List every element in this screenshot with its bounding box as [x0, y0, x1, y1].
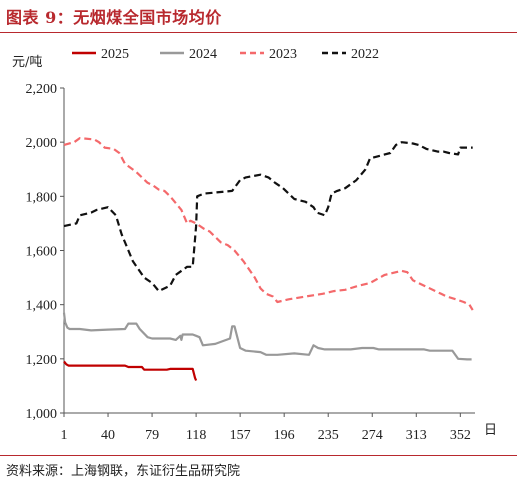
chart-axes: 1,000 1,200 1,400 1,600 1,800 2,000 2,200 1 40 79… — [12, 55, 497, 443]
x-axis-unit-label: 日 — [484, 423, 497, 438]
legend-label-2025: 2025 — [101, 47, 129, 62]
x-tick-label: 40 — [101, 428, 115, 443]
figure-title: 图表 9：无烟煤全国市场均价 — [6, 8, 222, 27]
y-tick-label: 1,400 — [26, 299, 58, 314]
x-tick-label: 118 — [186, 428, 206, 443]
x-tick-label: 1 — [61, 428, 68, 443]
series-line-2022 — [63, 141, 473, 293]
x-tick-label: 352 — [450, 428, 471, 443]
x-tick-label: 196 — [274, 428, 295, 443]
x-tick-label: 274 — [362, 428, 383, 443]
y-axis-unit-label: 元/吨 — [12, 55, 42, 70]
series-line-2024 — [62, 312, 472, 361]
title-divider — [0, 32, 517, 33]
legend-label-2022: 2022 — [351, 47, 379, 62]
series-layer — [62, 137, 474, 381]
series-line-2023 — [63, 137, 474, 311]
legend-label-2023: 2023 — [269, 47, 297, 62]
x-tick-label: 79 — [145, 428, 159, 443]
y-tick-label: 2,200 — [26, 82, 58, 97]
source-divider — [0, 455, 517, 456]
x-tick-label: 157 — [230, 428, 251, 443]
legend-label-2024: 2024 — [189, 47, 217, 62]
source-note: 资料来源：上海钢联，东证衍生品研究院 — [6, 464, 241, 479]
chart-legend: 2025 2024 2023 2022 — [72, 47, 379, 62]
series-line-2025 — [63, 360, 198, 381]
y-tick-label: 1,600 — [26, 245, 58, 260]
price-line-chart: 1,000 1,200 1,400 1,600 1,800 2,000 2,200 1 40 79… — [12, 47, 497, 443]
y-tick-label: 1,000 — [26, 407, 58, 422]
x-tick-label: 313 — [406, 428, 427, 443]
y-tick-label: 1,800 — [26, 190, 58, 205]
y-tick-label: 2,000 — [26, 136, 58, 151]
y-tick-label: 1,200 — [26, 353, 58, 368]
x-tick-label: 235 — [318, 428, 339, 443]
